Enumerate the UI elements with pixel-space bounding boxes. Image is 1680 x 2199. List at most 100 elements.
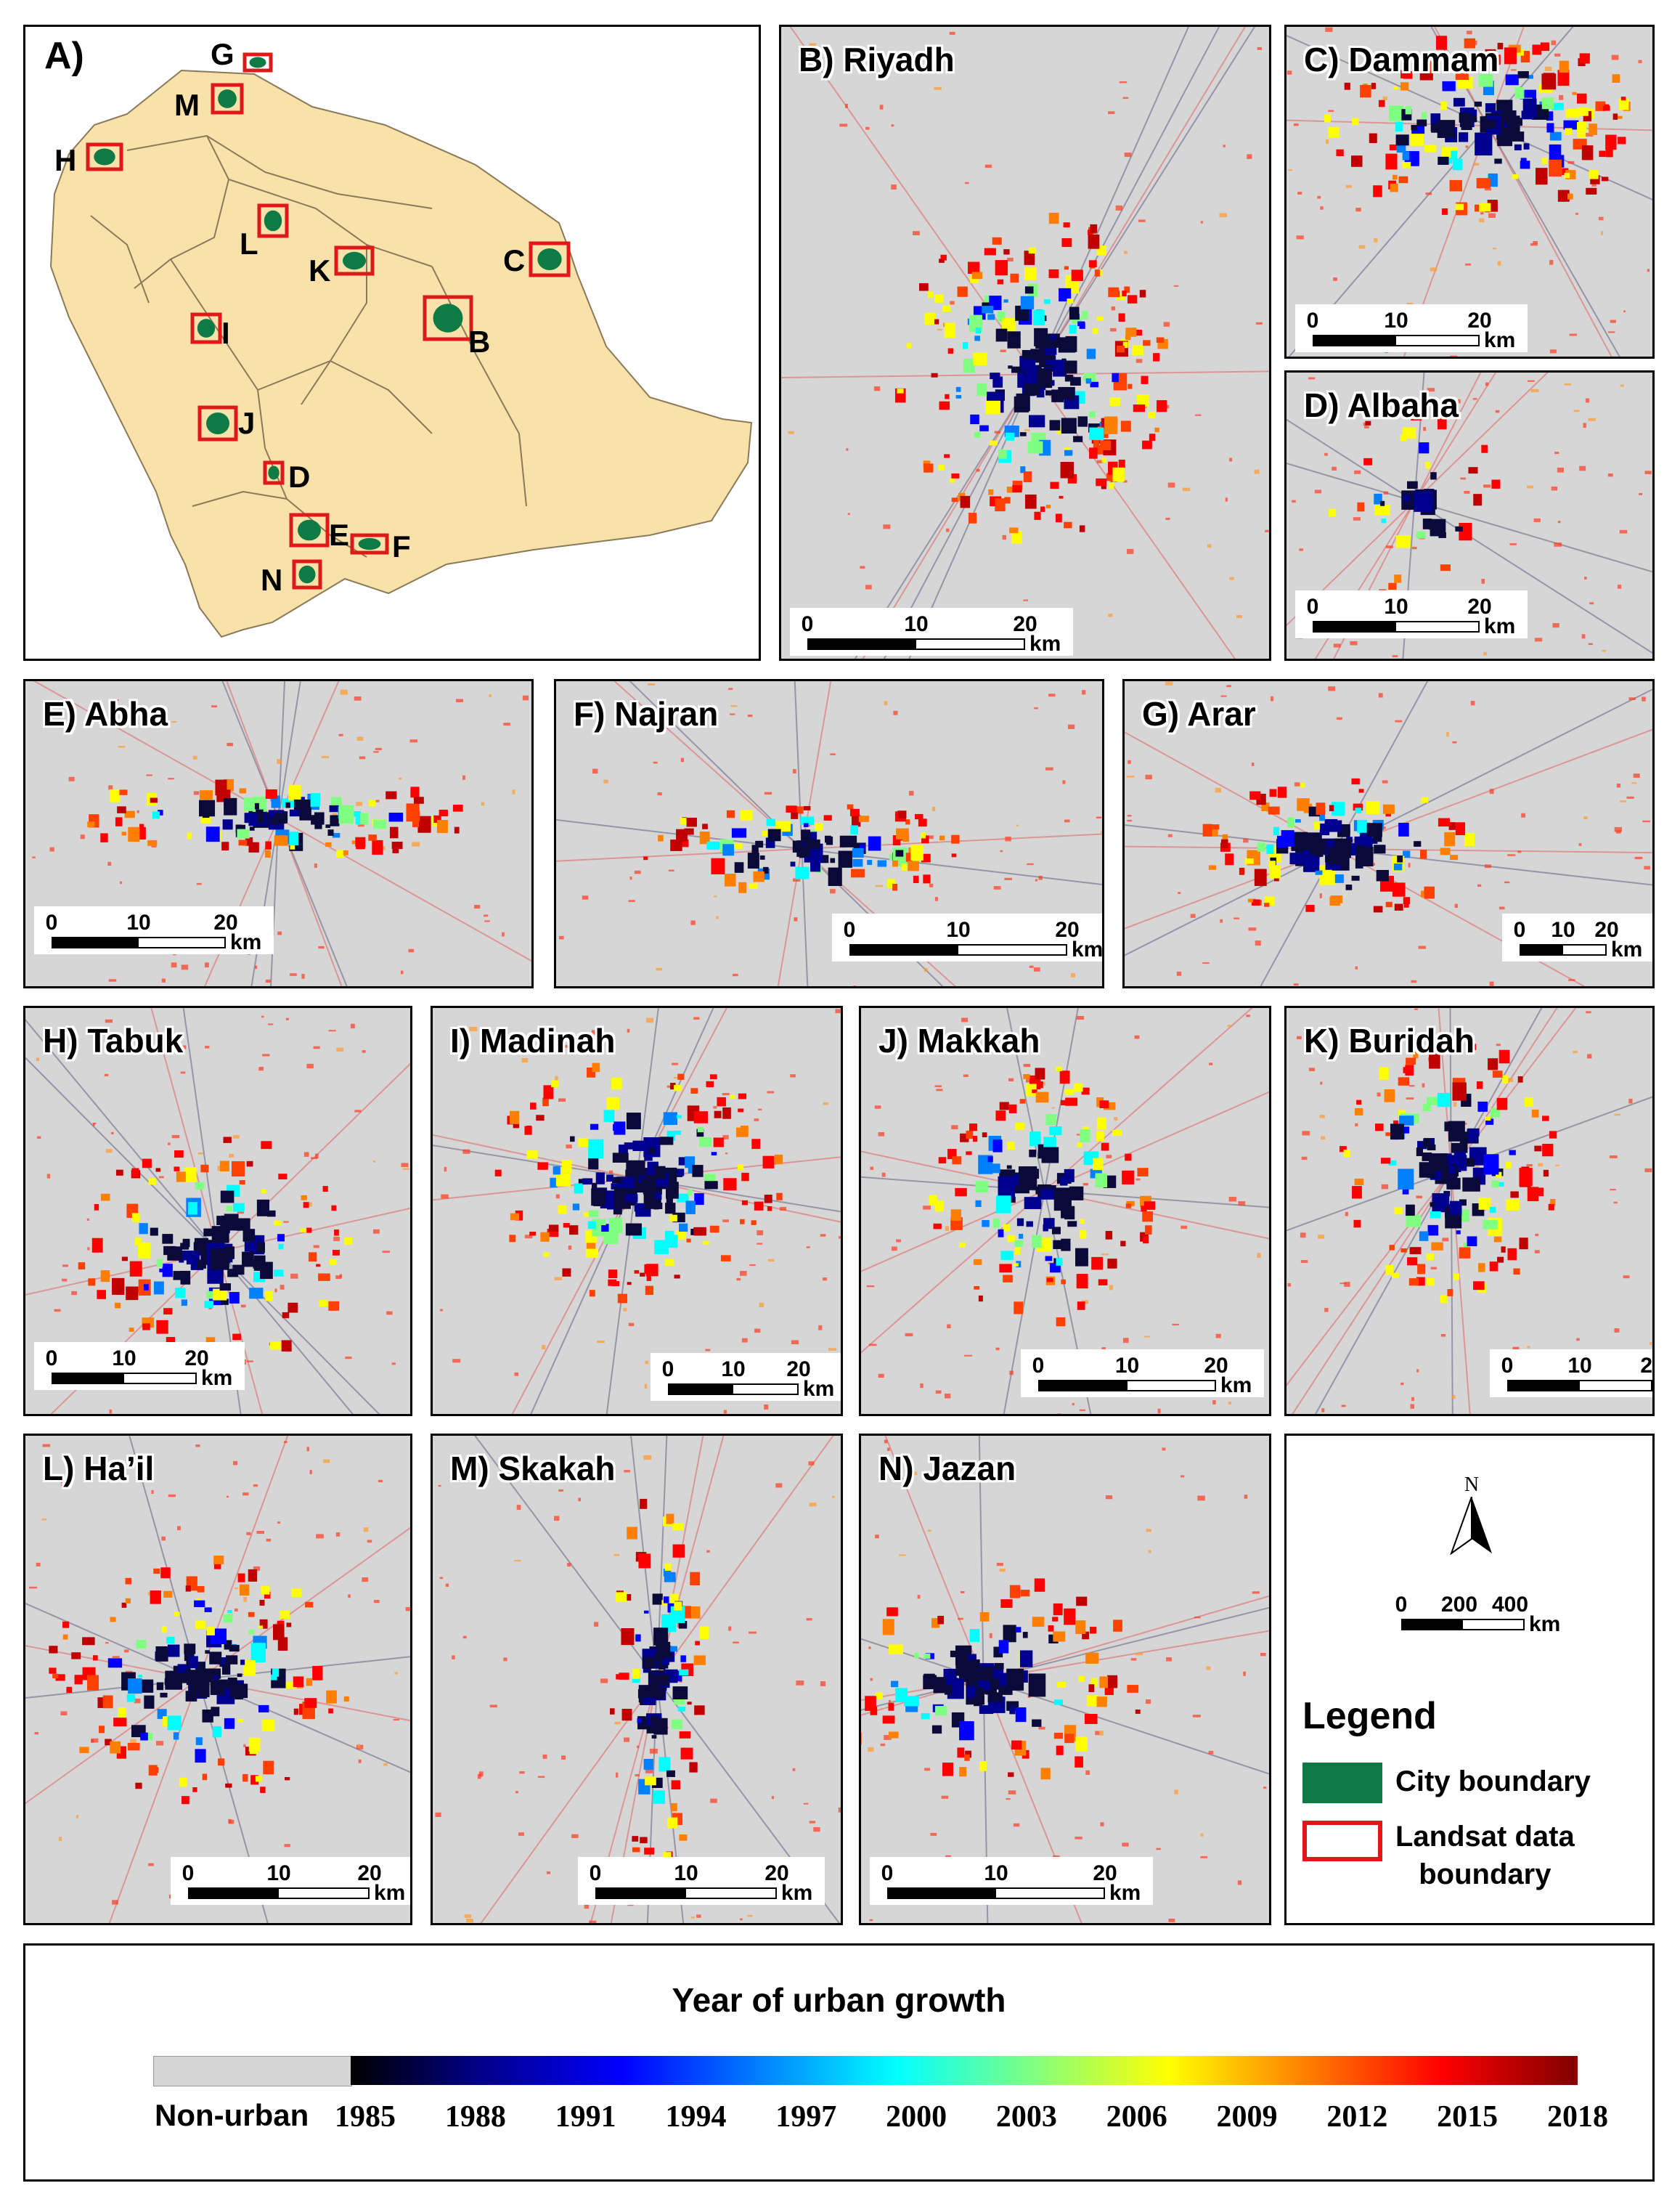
urban-patch [653, 1627, 669, 1646]
urban-patch [1546, 111, 1554, 121]
urban-patch [153, 1281, 164, 1295]
urban-patch [1053, 1187, 1072, 1211]
growth-speck [653, 761, 658, 764]
urban-patch [1010, 273, 1019, 283]
urban-patch [1373, 906, 1383, 913]
growth-speck [1465, 145, 1469, 148]
urban-patch [1330, 895, 1343, 903]
urban-patch [1012, 485, 1022, 493]
growth-speck [1220, 695, 1227, 697]
urban-patch [219, 1283, 232, 1291]
growth-speck [792, 1768, 796, 1771]
growth-speck [452, 1655, 455, 1659]
urban-patch [955, 1187, 967, 1197]
urban-patch [156, 1682, 164, 1691]
urban-patch [1040, 506, 1045, 512]
growth-speck [1016, 824, 1019, 826]
growth-speck [1484, 187, 1492, 191]
growth-speck [668, 869, 674, 871]
growth-speck [878, 1373, 884, 1378]
urban-patch [753, 871, 764, 882]
growth-speck [54, 1309, 61, 1312]
growth-speck [754, 1328, 761, 1333]
urban-patch [632, 1847, 640, 1853]
growth-speck [1299, 548, 1304, 551]
urban-patch [328, 1708, 333, 1714]
urban-patch [1343, 860, 1350, 864]
urban-patch [1251, 899, 1260, 906]
urban-patch [973, 1259, 982, 1265]
urban-patch [1089, 1627, 1097, 1634]
urban-patch [1455, 822, 1466, 836]
urban-patch [631, 1635, 638, 1641]
growth-speck [234, 1608, 238, 1611]
urban-patch [643, 1610, 649, 1614]
urban-patch [637, 1179, 643, 1183]
growth-speck [730, 713, 735, 715]
growth-speck [1644, 866, 1650, 870]
growth-speck [764, 1405, 769, 1410]
urban-patch [1098, 269, 1103, 276]
growth-speck [546, 1871, 551, 1874]
growth-speck [1355, 966, 1358, 970]
growth-speck [233, 1460, 237, 1466]
growth-speck [1085, 1770, 1090, 1775]
urban-patch [570, 1136, 575, 1142]
growth-speck [1064, 819, 1070, 823]
urban-patch [219, 1161, 229, 1172]
urban-patch [572, 1203, 580, 1211]
urban-patch [173, 1271, 187, 1280]
growth-speck [332, 813, 338, 816]
growth-speck [1126, 775, 1135, 778]
growth-speck [806, 1618, 812, 1621]
urban-patch [1092, 328, 1098, 334]
urban-patch [161, 1626, 167, 1633]
growth-speck [759, 1302, 764, 1307]
urban-patch [242, 1251, 254, 1267]
urban-patch [148, 1178, 157, 1185]
urban-patch [290, 845, 295, 850]
growth-speck [673, 1076, 680, 1079]
urban-patch [1315, 870, 1323, 875]
urban-patch [285, 1777, 290, 1781]
urban-patch [1048, 269, 1059, 278]
urban-patch [1351, 778, 1360, 785]
growth-speck [336, 1047, 344, 1052]
urban-patch [678, 1621, 688, 1629]
urban-patch [1127, 295, 1138, 304]
growth-speck [722, 1134, 729, 1139]
urban-patch [260, 1787, 266, 1793]
growth-speck [1530, 389, 1539, 393]
scale-tick: 10 [946, 918, 971, 942]
urban-patch [304, 1698, 317, 1708]
growth-speck [303, 1152, 309, 1157]
growth-speck [1587, 1054, 1592, 1059]
panel-title: C) Dammam [1304, 41, 1499, 78]
growth-speck [308, 1202, 312, 1207]
growth-speck [1168, 1918, 1175, 1922]
urban-patch [1023, 471, 1032, 483]
urban-patch [574, 1183, 583, 1194]
growth-speck [217, 1166, 222, 1171]
growth-speck [192, 755, 197, 760]
urban-patch [990, 373, 1000, 380]
growth-speck [1533, 240, 1538, 244]
urban-patch [312, 1665, 323, 1680]
urban-patch [242, 1229, 256, 1242]
urban-patch [670, 1606, 685, 1623]
urban-patch [1143, 1201, 1156, 1210]
growth-speck [1223, 145, 1226, 147]
urban-patch [1403, 495, 1410, 501]
urban-patch [934, 319, 939, 325]
urban-patch [188, 1202, 197, 1215]
growth-speck [969, 1037, 975, 1042]
growth-speck [1333, 643, 1341, 648]
urban-patch [1448, 1175, 1454, 1180]
urban-patch [1374, 1123, 1384, 1131]
urban-patch [200, 1164, 209, 1173]
urban-patch [1043, 1224, 1048, 1232]
urban-patch [1389, 144, 1397, 150]
growth-speck [1383, 491, 1389, 495]
growth-speck [1228, 1402, 1232, 1405]
growth-speck [489, 694, 492, 697]
